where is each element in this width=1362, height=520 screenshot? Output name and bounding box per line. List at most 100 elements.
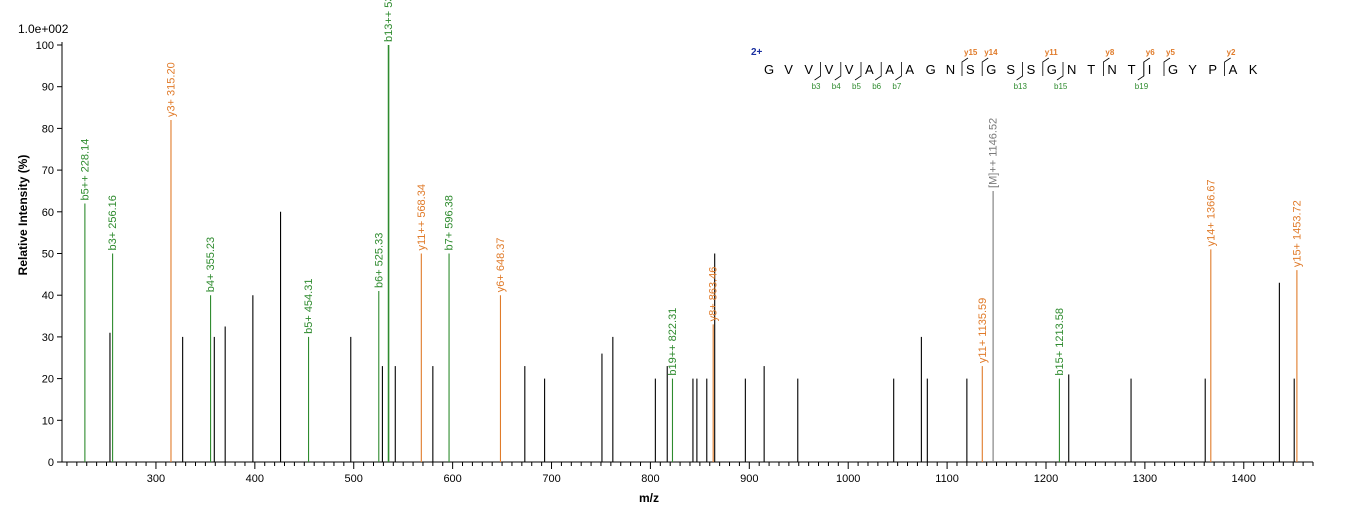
sequence-residue: S [1006,62,1015,77]
axes: 0 10 20 30 40 50 60 70 80 90 100 300 400 500 600 700 800… [36,40,1314,485]
sequence-residue: T [1128,62,1136,77]
peak-label: y8+ 863.46 [708,267,720,322]
sequence-residue: N [946,62,955,77]
b-ion-bracket [1056,62,1064,81]
b-ion-bracket [834,62,842,81]
b-ion-label: b15 [1054,82,1068,91]
y-tick-label: 30 [42,332,54,344]
peak-label: b5++ 228.14 [79,139,91,201]
y-ion-label: y14 [984,48,998,57]
sequence-residue: A [885,62,894,77]
y-tick-label: 50 [42,249,54,261]
b-ion-label: b13 [1014,82,1028,91]
y-ion-bracket [1103,57,1110,76]
peak-label: b13++ 535.2 [383,0,395,42]
sequence-residue: N [1067,62,1076,77]
sequence-residue: S [966,62,975,77]
peak-label: b4+ 355.23 [205,237,217,292]
x-tick-label: 800 [641,473,659,485]
y-tick-label: 40 [42,290,54,302]
y-ion-label: y5 [1166,48,1175,57]
x-tick-label: 1200 [1034,473,1058,485]
sequence-residue: G [986,62,996,77]
y-ion-label: y15 [964,48,978,57]
peak-label: y11++ 568.34 [416,184,428,250]
x-tick-label: 600 [443,473,461,485]
peak-label: y6+ 648.37 [495,237,507,292]
b-ion-label: b19 [1135,82,1149,91]
b-ion-bracket [895,62,902,81]
peak-label: b15+ 1213.58 [1054,308,1066,376]
peak-label: b19++ 822.31 [667,308,679,376]
sequence-residue: V [804,62,813,77]
y-ion-bracket [1163,57,1171,76]
peak-label: y11+ 1135.59 [977,298,989,363]
sequence-residue: Y [1188,62,1197,77]
sequence-residue: A [905,62,914,77]
b-ion-label: b4 [832,82,841,91]
x-tick-label: 1100 [935,473,959,485]
y-tick-label: 10 [42,415,54,427]
y-ion-label: y6 [1146,48,1155,57]
sequence-residue: V [845,62,854,77]
peak-label: b6+ 525.33 [373,233,385,288]
sequence-residue: G [1168,62,1178,77]
b-ion-bracket [1137,62,1145,81]
b-ion-label: b7 [892,82,901,91]
sequence-residue: A [1229,62,1238,77]
peak-label: b7+ 596.38 [444,195,456,250]
peak-label: y14+ 1366.67 [1205,179,1217,246]
peak-label: b5+ 454.31 [303,279,315,334]
y-tick-label: 0 [48,457,54,469]
sequence-residue: G [764,62,774,77]
y-ion-bracket [1042,57,1050,76]
sequence-residue: P [1208,62,1217,77]
y-ion-bracket [961,57,969,76]
peak-label: b3+ 256.16 [107,195,119,250]
y-axis-title: Relative Intensity (%) [16,155,30,276]
x-tick-label: 1000 [836,473,860,485]
sequence-residue: T [1087,62,1095,77]
x-tick-label: 400 [246,473,264,485]
sequence-residue: G [926,62,936,77]
b-ion-label: b5 [852,82,861,91]
b-ion-label: b3 [812,82,821,91]
y-tick-label: 60 [42,207,54,219]
y-tick-label: 100 [36,40,54,52]
sequence-residue: N [1107,62,1116,77]
sequence-residue: K [1249,62,1258,77]
x-tick-label: 900 [740,473,758,485]
sequence-residue: A [865,62,874,77]
charge-state: 2+ [751,47,763,58]
y-tick-label: 70 [42,165,54,177]
peak-label: [M]++ 1146.52 [988,118,1000,188]
sequence-residue: V [784,62,793,77]
peaks [84,45,1298,462]
x-tick-label: 500 [345,473,363,485]
x-axis-title: m/z [639,491,659,505]
y-ion-bracket [981,57,989,76]
y-ion-label: y11 [1045,48,1058,57]
x-tick-label: 700 [542,473,560,485]
y-ion-bracket [1224,57,1231,76]
y-ion-label: y8 [1105,48,1114,57]
y-tick-label: 20 [42,374,54,386]
sequence-residue: S [1027,62,1036,77]
scale-label: 1.0e+002 [18,22,69,36]
b-ion-bracket [854,62,862,81]
x-tick-label: 1400 [1232,473,1256,485]
b-ion-label: b6 [872,82,881,91]
peak-labels: b5++ 228.14 b3+ 256.16 y3+ 315.20 b4+ 355.2… [79,0,1303,376]
y-tick-label: 90 [42,82,54,94]
peak-label: y15+ 1453.72 [1291,200,1303,267]
y-tick-label: 80 [42,123,54,135]
b-ion-bracket [814,62,821,81]
y-ion-label: y2 [1227,48,1236,57]
x-tick-label: 1300 [1133,473,1157,485]
b-ion-bracket [874,62,882,81]
b-ion-bracket [1016,62,1023,81]
sequence-residue: I [1148,62,1152,77]
sequence-residue: V [825,62,834,77]
